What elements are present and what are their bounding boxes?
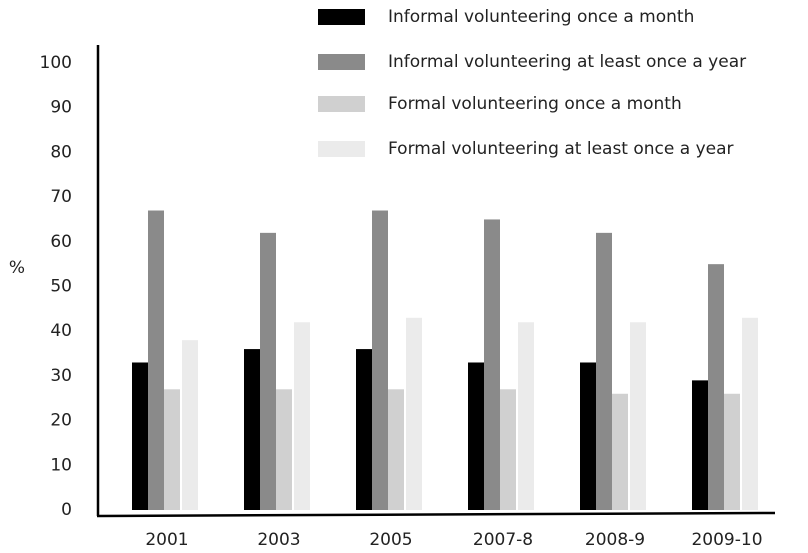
legend-swatch bbox=[318, 141, 365, 157]
bar bbox=[356, 349, 372, 510]
bar bbox=[260, 232, 276, 511]
bar bbox=[244, 349, 260, 510]
bar bbox=[148, 210, 164, 510]
legend-label: Formal volunteering at least once a year bbox=[388, 139, 734, 159]
bar bbox=[630, 322, 646, 510]
bar bbox=[164, 389, 180, 510]
bar bbox=[372, 210, 388, 510]
y-tick-label: 10 bbox=[50, 455, 72, 475]
y-tick-label: 70 bbox=[50, 187, 72, 207]
bar bbox=[692, 380, 708, 510]
legend-swatch bbox=[318, 9, 365, 25]
y-tick-label: 100 bbox=[40, 53, 72, 73]
bar bbox=[580, 362, 596, 510]
y-tick-label: 40 bbox=[50, 321, 72, 341]
x-tick-label: 2009-10 bbox=[691, 530, 762, 550]
x-tick-label: 2008-9 bbox=[585, 530, 645, 550]
bar bbox=[484, 219, 500, 510]
bar bbox=[406, 317, 422, 510]
y-tick-label: 0 bbox=[61, 500, 72, 520]
y-axis-label: % bbox=[9, 258, 25, 278]
y-tick-label: 20 bbox=[50, 411, 72, 431]
bar bbox=[388, 389, 404, 510]
y-tick-label: 90 bbox=[50, 98, 72, 118]
x-axis bbox=[96, 511, 776, 518]
x-tick-label: 2003 bbox=[257, 530, 300, 550]
bar bbox=[612, 393, 628, 510]
bar bbox=[182, 340, 198, 510]
legend-swatch bbox=[318, 96, 365, 112]
bar bbox=[276, 389, 292, 510]
bar bbox=[468, 362, 484, 510]
legend-label: Informal volunteering at least once a ye… bbox=[388, 52, 746, 72]
x-tick-label: 2001 bbox=[145, 530, 188, 550]
x-tick-label: 2005 bbox=[369, 530, 412, 550]
legend-label: Formal volunteering once a month bbox=[388, 94, 682, 114]
x-tick-label: 2007-8 bbox=[473, 530, 533, 550]
bar bbox=[742, 317, 758, 510]
bar bbox=[724, 393, 740, 510]
bar bbox=[294, 322, 310, 510]
y-tick-label: 60 bbox=[50, 232, 72, 252]
y-tick-label: 80 bbox=[50, 142, 72, 162]
legend-label: Informal volunteering once a month bbox=[388, 7, 694, 27]
bar bbox=[500, 389, 516, 510]
bar bbox=[596, 232, 612, 511]
y-tick-label: 30 bbox=[50, 366, 72, 386]
bar bbox=[132, 362, 148, 510]
bar bbox=[708, 264, 724, 510]
y-tick-label: 50 bbox=[50, 277, 72, 297]
bar bbox=[518, 322, 534, 510]
legend-swatch bbox=[318, 54, 365, 70]
